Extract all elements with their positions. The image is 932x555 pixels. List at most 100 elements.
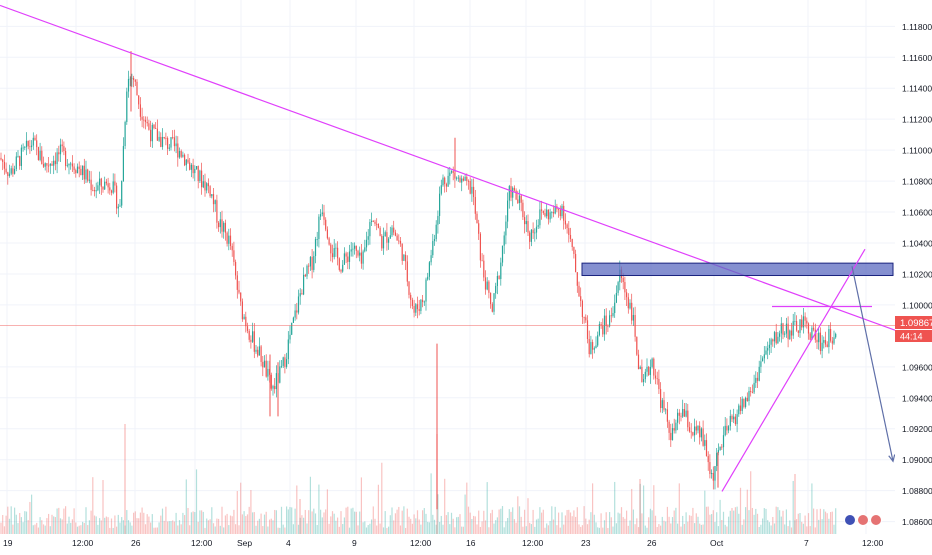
volume-bar xyxy=(794,520,796,534)
us-flag-icon[interactable] xyxy=(870,514,882,526)
volume-bar xyxy=(586,524,589,534)
candle-body xyxy=(636,336,638,355)
volume-bar xyxy=(119,522,121,534)
time-axis[interactable] xyxy=(0,534,932,550)
candle-body xyxy=(226,232,228,244)
candle-body xyxy=(568,228,570,236)
volume-bar xyxy=(246,514,249,534)
volume-bar xyxy=(326,489,328,534)
volume-bar xyxy=(369,523,371,534)
volume-bar xyxy=(248,506,250,534)
volume-bar xyxy=(389,515,391,534)
volume-bar xyxy=(372,506,374,534)
volume-bar xyxy=(413,514,415,534)
volume-bar xyxy=(303,517,305,534)
candle-body xyxy=(668,421,670,433)
resistance-zone[interactable] xyxy=(581,262,894,277)
volume-bar xyxy=(325,509,327,534)
projection-arrow[interactable] xyxy=(851,266,894,462)
candle-body xyxy=(561,205,563,217)
volume-bar xyxy=(155,527,157,534)
candle-body xyxy=(578,285,580,297)
volume-bar xyxy=(464,494,466,534)
volume-bar xyxy=(381,462,383,534)
candle-body xyxy=(765,350,767,355)
volume-bar xyxy=(172,520,174,534)
volume-bar xyxy=(379,523,381,534)
candle-body xyxy=(134,79,136,82)
volume-bar xyxy=(665,521,667,534)
candle-body xyxy=(24,147,26,148)
candle-body xyxy=(136,81,138,96)
volume-bar xyxy=(432,514,434,534)
candle-body xyxy=(688,427,691,432)
volume-spike xyxy=(124,424,126,534)
candle-body xyxy=(34,137,36,141)
candle-body xyxy=(218,222,220,228)
candle-body xyxy=(294,310,296,318)
candle-body xyxy=(304,274,306,277)
drawings[interactable] xyxy=(0,4,932,492)
time-tick-label: 12:00 xyxy=(410,538,432,548)
candle-body xyxy=(252,331,254,342)
volume-bar xyxy=(590,512,592,534)
us-flag-icon[interactable] xyxy=(857,514,869,526)
candle-body xyxy=(25,140,28,148)
candle-body xyxy=(270,374,272,389)
candle-body xyxy=(328,238,330,245)
candle-body xyxy=(27,140,29,147)
candle-body xyxy=(66,165,68,167)
rising-trendline[interactable] xyxy=(721,248,866,492)
candle-body xyxy=(258,346,260,356)
candle-body xyxy=(333,248,335,258)
volume-bar xyxy=(350,508,352,534)
candle-body xyxy=(231,246,233,251)
volume-bar xyxy=(275,510,277,534)
volume-bar xyxy=(165,506,167,534)
candle-body xyxy=(814,329,816,340)
candle-body xyxy=(770,339,772,345)
candle-body xyxy=(479,233,481,261)
price-tick-label: 1.10600 xyxy=(902,208,932,218)
candle-body xyxy=(427,276,429,280)
candle-body xyxy=(542,210,544,214)
volume-bar xyxy=(228,525,230,534)
volume-bar xyxy=(600,513,602,534)
economic-events[interactable] xyxy=(844,514,882,526)
last-price-badge: 1.09867 44:14 xyxy=(895,316,932,342)
candle-body xyxy=(595,345,597,349)
candle-body xyxy=(539,209,541,226)
price-axis[interactable] xyxy=(895,0,932,534)
candle-body xyxy=(272,386,274,389)
volume-bar xyxy=(595,522,597,534)
candle-body xyxy=(790,330,793,336)
volume-bar xyxy=(194,512,196,534)
descending-trendline[interactable] xyxy=(0,4,932,345)
volume-bar xyxy=(342,524,344,534)
volume-bar xyxy=(71,519,73,534)
candle-body xyxy=(603,315,606,335)
volume-bar xyxy=(41,520,43,534)
volume-bar xyxy=(809,526,811,534)
candle-body xyxy=(549,212,551,220)
candle-body xyxy=(675,422,677,431)
volume-bar xyxy=(240,482,242,534)
volume-bar xyxy=(116,526,118,534)
volume-bar xyxy=(93,515,96,534)
candle-body xyxy=(398,240,400,242)
eu-flag-icon[interactable] xyxy=(844,514,856,526)
candle-body xyxy=(343,253,345,265)
candle-body xyxy=(56,152,58,165)
volume-bar xyxy=(474,516,476,534)
volume-spike xyxy=(639,479,641,534)
volume-bar xyxy=(816,509,818,534)
candle-body xyxy=(223,222,225,232)
volume-bar xyxy=(462,526,464,534)
volume-bar xyxy=(216,518,218,534)
volume-bar xyxy=(702,524,704,534)
candle-body xyxy=(532,229,534,234)
candle-body xyxy=(355,245,357,251)
volume-bar xyxy=(530,524,532,534)
